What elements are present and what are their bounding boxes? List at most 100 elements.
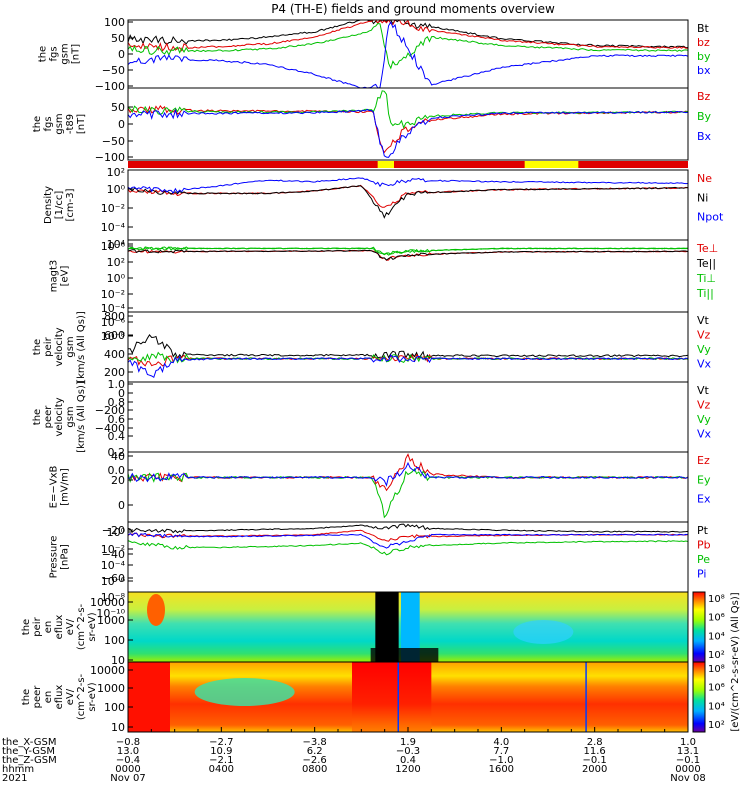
legend-fgs-bz: bz (697, 36, 710, 49)
series-density-Npot (128, 177, 688, 194)
ytick-label: 20 (111, 474, 125, 487)
panel-temp: 10⁴10²10⁰10⁻²10⁻⁴10⁻⁶10⁻⁸magt3[eV]Te⊥Te|… (49, 238, 719, 343)
mode-bar-segment (377, 161, 394, 168)
ylabel-line: [km/s (All Qs)] (76, 381, 87, 453)
ylabel-line: fgs (49, 46, 60, 61)
time-row-label: the_X-GSM (2, 737, 56, 748)
plot-area-fgs (128, 20, 688, 88)
time-row-value: 10.9 (210, 746, 232, 757)
electron-gap-line (397, 662, 399, 732)
ion-early-hotspot (147, 594, 165, 626)
legend-peer_vel-Vx: Vx (697, 428, 712, 441)
ytick-label: 0 (118, 499, 125, 512)
ytick-label: 10⁻¹⁰ (96, 607, 125, 620)
series-fgs-by (128, 22, 688, 70)
plot-area-efield (128, 453, 688, 519)
time-row-value: 7.7 (493, 746, 509, 757)
ylabel-line: eflux (54, 615, 65, 640)
frame-peer_vel (127, 381, 689, 453)
legend-peer_vel-Vz: Vz (697, 399, 711, 412)
series-fgs_dip-By (128, 90, 688, 130)
colorbar-tick: 10² (708, 720, 725, 731)
ytick-label: 10⁻⁶ (101, 575, 126, 588)
time-row-value: 1.9 (400, 737, 416, 748)
ylabel-line: [nT] (71, 44, 82, 64)
time-row-label: the_Y-GSM (2, 746, 55, 757)
legend-peir_vel-Vz: Vz (697, 329, 711, 342)
ytick-label: −400 (95, 422, 125, 435)
electron-gap-line-2 (585, 662, 587, 732)
ytick-label: 10⁻⁶ (101, 316, 126, 329)
legend-density-Ni: Ni (697, 191, 708, 204)
ylabel-efield: E=−VxB[mV/m] (49, 466, 71, 509)
series-pressure-Pt (128, 523, 688, 534)
time-row-value: 0400 (209, 764, 234, 775)
legend-efield-Ex: Ex (697, 493, 711, 506)
time-row-value: 13.1 (677, 746, 699, 757)
ion-storm-region (375, 592, 399, 662)
ytick-label: −200 (95, 404, 125, 417)
frame-pressure (127, 521, 689, 593)
series-pressure-Pe (128, 540, 688, 556)
legend-peir_vel-Vx: Vx (697, 358, 712, 371)
electron-early-red (128, 662, 170, 732)
legend-fgs_dip-Bz: Bz (697, 90, 711, 103)
ytick-label: 0.4 (108, 430, 126, 443)
ylabel-line: (cm^2-s- (76, 603, 87, 650)
ylabel-fgs: thefgsgsm[nT] (38, 43, 82, 64)
ytick-label: 50 (111, 32, 125, 45)
ylabel-peer_en: thepeerenefluxeV/(cm^2-s-sr-eV) (21, 673, 98, 720)
ytick-label: 10⁻⁴ (101, 302, 126, 315)
ylabel-line: sr-eV) (87, 612, 98, 641)
ylabel-peir_vel: thepeirvelocitygsm[km/s (All Qs)] (32, 311, 87, 383)
legend-peir_vel-Vt: Vt (697, 314, 710, 327)
colorbar-tick: 10⁶ (708, 683, 725, 694)
colorbar-tick: 10⁴ (708, 701, 725, 712)
panel-peir_vel: 8006004002000−200−400thepeirvelocitygsm[… (32, 310, 712, 435)
ytick-label: 10⁻⁸ (101, 591, 126, 604)
time-row-value: −0.4 (116, 755, 140, 766)
time-row-value: 0000 (675, 764, 700, 775)
plot-area-temp (128, 246, 688, 261)
legend-density-Npot: Npot (697, 211, 724, 224)
ytick-label: 10⁻⁶ (101, 240, 126, 253)
electron-green-patch (194, 678, 295, 706)
ytick-label: 10000 (90, 596, 125, 609)
legend-density-Ne: Ne (697, 172, 712, 185)
ylabel-line: en (43, 691, 54, 704)
panel-pressure: 10⁰ 10⁻² 10⁻⁴ 10⁻⁶ 10⁻⁸ 10⁻¹⁰ Pressure[nPa] Pt P… (49, 523, 711, 620)
ion-late-patch (513, 620, 574, 644)
series-pressure-Pi (128, 532, 688, 549)
ytick-label: 10⁻² (101, 202, 125, 215)
ytick-label: 600 (104, 329, 125, 342)
ytick-label: 10⁻² (101, 543, 125, 556)
time-row-value: −0.1 (583, 755, 607, 766)
ytick-label: 1000 (97, 614, 125, 627)
series-density-Ni (128, 185, 688, 219)
plot-area-peir_vel (128, 334, 688, 379)
overlays-layer: 10⁸ 10⁶ 10⁴ 10² 10⁸ 10⁶ 10⁴ 10² [eV/(cm^2-s-sr-e… (127, 19, 741, 733)
panel-efield: 40 20 0 −20 −40 −60 E=−VxB[mV/m] Ez Ey Ex (49, 450, 711, 585)
ytick-label: 10⁻⁴ (101, 221, 126, 234)
ylabel-density: Density[1/cc][cm-3] (43, 186, 76, 224)
series-efield-Ez (128, 453, 688, 492)
ylabel-line: sr-eV) (87, 682, 98, 711)
colorbar-tick: 10⁸ (708, 594, 725, 605)
ylabel-line: gsm (65, 336, 76, 357)
legend-peer_vel-Vy: Vy (697, 413, 711, 426)
series-fgs-bx (128, 20, 688, 88)
ytick-label: 1000 (97, 682, 125, 695)
ylabel-line: eflux (54, 685, 65, 710)
colorbar-tick: 10⁶ (708, 613, 725, 624)
colorbar-peir_en (692, 591, 706, 663)
ylabel-line: the (21, 619, 32, 635)
panel-peer_vel: 1.0 0.8 0.6 0.4 0.2 0.0 thepeervelocitygsm[km/… (32, 378, 712, 477)
date-year: 2021 (2, 773, 27, 784)
ytick-label: −20 (102, 524, 125, 537)
series-peir_vel-Vt (128, 334, 688, 362)
plot-area-peir_en (147, 592, 574, 662)
time-row-value: −1.0 (489, 755, 513, 766)
ytick-label: 400 (104, 348, 125, 361)
mode-bar-segment (524, 161, 579, 168)
ytick-label: 10² (107, 166, 125, 179)
